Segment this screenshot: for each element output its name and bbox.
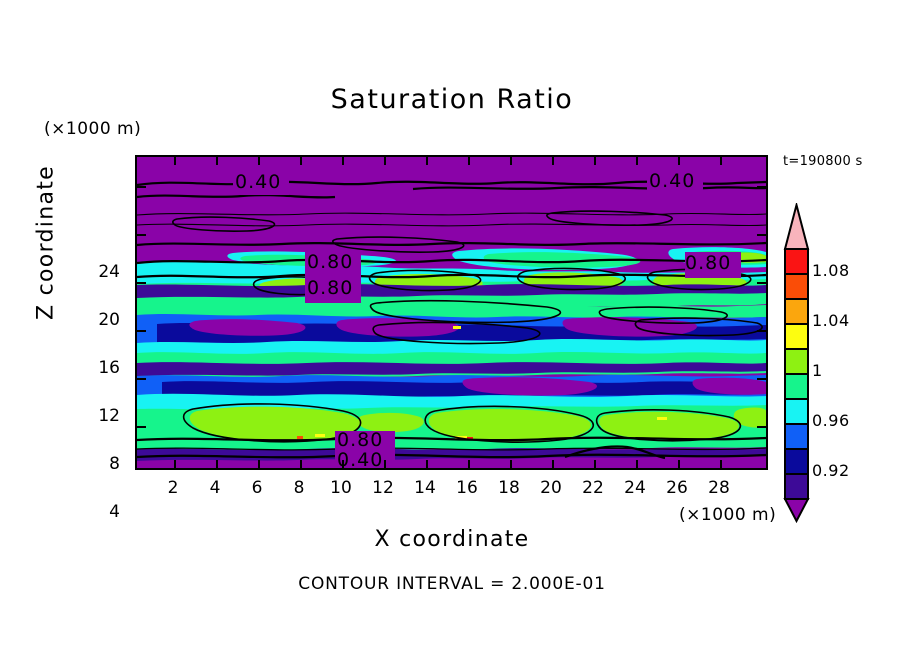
y-tick-12: 12 [98, 406, 120, 426]
y-axis-ticks: 24 20 16 12 8 4 [78, 0, 120, 654]
x-axis-units-label: (×1000 m) [679, 505, 777, 525]
contour-label-040-top-left: 0.40 [235, 171, 282, 193]
y-tick-8: 8 [109, 454, 120, 474]
contour-label-040-top-right: 0.40 [649, 170, 696, 192]
colorbar-tick-1-08: 1.08 [812, 261, 850, 280]
x-tick-24: 24 [624, 478, 646, 498]
x-tick-16: 16 [456, 478, 478, 498]
x-tick-18: 18 [498, 478, 520, 498]
x-tick-6: 6 [251, 478, 263, 498]
colorbar-tick-0-96: 0.96 [812, 411, 850, 430]
contour-field [137, 157, 766, 468]
contour-label-080-mid-right: 0.80 [685, 252, 732, 274]
colorbar-gradient [783, 203, 810, 523]
y-tick-20: 20 [98, 310, 120, 330]
contour-plot-area[interactable]: 0.40 0.40 0.80 0.80 0.80 0.80 0.40 [135, 155, 768, 470]
contour-label-040-bottom: 0.40 [337, 449, 384, 470]
colorbar-tick-1: 1 [812, 361, 823, 380]
colorbar-tick-1-04: 1.04 [812, 311, 850, 330]
colorbar-tick-0-92: 0.92 [812, 461, 850, 480]
x-tick-4: 4 [209, 478, 221, 498]
x-tick-20: 20 [540, 478, 562, 498]
y-axis-title: Z coordinate [33, 165, 59, 321]
y-tick-4: 4 [109, 502, 120, 522]
x-tick-28: 28 [708, 478, 730, 498]
y-axis-units-label: (×1000 m) [44, 119, 142, 139]
x-tick-14: 14 [414, 478, 436, 498]
contour-label-080-bottom: 0.80 [337, 429, 384, 451]
x-tick-10: 10 [330, 478, 352, 498]
contour-label-080-mid-left-2: 0.80 [307, 277, 354, 299]
x-axis-title: X coordinate [374, 527, 530, 552]
x-tick-12: 12 [372, 478, 394, 498]
x-tick-26: 26 [666, 478, 688, 498]
x-tick-8: 8 [293, 478, 305, 498]
x-axis-ticks: 2 4 6 8 10 12 14 16 18 20 22 24 26 28 [0, 478, 904, 504]
y-tick-16: 16 [98, 358, 120, 378]
colorbar[interactable]: 1.08 1.04 1 0.96 0.92 [782, 203, 849, 523]
contour-interval-note: CONTOUR INTERVAL = 2.000E-01 [298, 574, 606, 594]
page-title: Saturation Ratio [330, 84, 574, 115]
y-tick-24: 24 [98, 262, 120, 282]
x-tick-2: 2 [167, 478, 179, 498]
time-stamp-label: t=190800 s [783, 154, 863, 169]
contour-label-080-mid-left: 0.80 [307, 251, 354, 273]
x-tick-22: 22 [582, 478, 604, 498]
